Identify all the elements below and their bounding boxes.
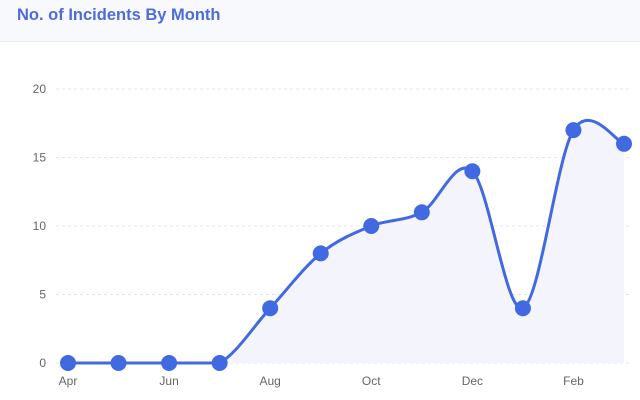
y-tick-label-5: 5 [39, 288, 46, 302]
card-header: No. of Incidents By Month [0, 0, 640, 42]
y-tick-label-15: 15 [33, 151, 47, 165]
data-point-jul[interactable] [211, 355, 228, 371]
y-tick-label-20: 20 [33, 82, 47, 96]
y-axis-ticks: 0 5 10 15 20 [33, 82, 47, 370]
x-tick-label-feb: Feb [563, 374, 584, 388]
data-point-oct[interactable] [363, 218, 380, 234]
data-point-sep[interactable] [312, 245, 329, 262]
data-point-dec[interactable] [464, 163, 481, 180]
data-points [60, 122, 632, 371]
x-tick-label-apr: Apr [59, 374, 78, 388]
x-tick-label-jun: Jun [159, 374, 178, 388]
y-tick-label-0: 0 [39, 356, 46, 370]
data-point-jun[interactable] [161, 355, 178, 371]
data-point-nov[interactable] [413, 204, 430, 221]
data-point-aug[interactable] [262, 300, 279, 317]
chart-title: No. of Incidents By Month [17, 6, 221, 24]
data-point-jan[interactable] [514, 300, 531, 317]
data-point-may[interactable] [110, 355, 127, 371]
x-tick-label-oct: Oct [362, 374, 381, 388]
x-axis-ticks: Apr Jun Aug Oct Dec Feb [59, 374, 584, 388]
data-point-apr[interactable] [60, 355, 76, 371]
y-tick-label-10: 10 [33, 219, 47, 233]
series-layer [66, 119, 626, 365]
series-area-0 [68, 120, 624, 363]
x-tick-label-dec: Dec [462, 374, 483, 388]
data-point-feb[interactable] [565, 122, 582, 139]
x-tick-label-aug: Aug [260, 374, 281, 388]
data-point-mar[interactable] [616, 135, 632, 152]
